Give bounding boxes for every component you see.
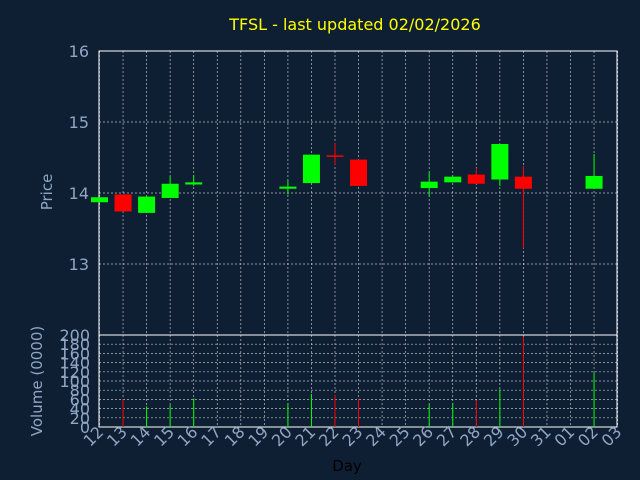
volume-tick-label: 140 — [59, 354, 90, 373]
candle — [161, 175, 179, 198]
candle-body — [585, 175, 603, 189]
candle-body — [161, 183, 179, 198]
volume-tick-label: 160 — [59, 344, 90, 363]
volume-tick-label: 80 — [70, 381, 90, 400]
candles — [91, 143, 603, 249]
volume-axis-label: Volume (0000) — [28, 326, 46, 436]
candle-body — [514, 176, 532, 189]
candle — [138, 196, 156, 213]
candle — [350, 159, 368, 186]
volume-tick-label: 0 — [80, 418, 90, 437]
candle — [114, 194, 132, 212]
volume-tick-label: 180 — [59, 335, 90, 354]
volume-tick-label: 20 — [70, 409, 90, 428]
price-y-ticks: 13 14 15 16 — [69, 42, 89, 274]
candle — [491, 144, 509, 186]
price-panel: 13 14 15 16 Price — [38, 42, 618, 336]
candle — [585, 153, 603, 189]
candle — [302, 154, 320, 184]
candle — [91, 197, 108, 203]
candle — [279, 180, 297, 195]
candle — [420, 171, 438, 197]
candle-body — [326, 155, 344, 157]
candle-body — [444, 176, 462, 183]
candle-body — [138, 196, 156, 213]
volume-frame — [98, 334, 618, 428]
candle-body — [491, 144, 509, 180]
candle-body — [279, 186, 297, 189]
candle-body — [114, 194, 132, 212]
volume-tick-label: 100 — [59, 372, 90, 391]
price-tick-label: 13 — [69, 255, 89, 274]
candle-body — [91, 197, 108, 203]
volume-tick-label: 120 — [59, 363, 90, 382]
x-tick-labels: 1213141516171819202122232425262728293031… — [79, 422, 625, 450]
candle — [444, 175, 462, 183]
price-axis-label: Price — [38, 174, 56, 211]
chart-title: TFSL - last updated 02/02/2026 — [228, 15, 481, 34]
volume-bars — [122, 336, 595, 427]
candle-body — [467, 174, 485, 184]
price-tick-label: 16 — [69, 42, 89, 61]
price-tick-label: 14 — [69, 184, 89, 203]
volume-tick-label: 60 — [70, 390, 90, 409]
candle — [467, 168, 485, 184]
price-tick-label: 15 — [69, 113, 89, 132]
candle-body — [420, 181, 438, 189]
volume-tick-label: 200 — [59, 326, 90, 345]
candle-body — [350, 159, 368, 186]
candle-body — [185, 182, 203, 185]
candle — [514, 166, 532, 249]
volume-tick-label: 40 — [70, 400, 90, 419]
candle — [185, 175, 203, 186]
candle — [326, 143, 344, 165]
x-axis-label: Day — [332, 457, 362, 475]
candle-body — [302, 154, 320, 184]
